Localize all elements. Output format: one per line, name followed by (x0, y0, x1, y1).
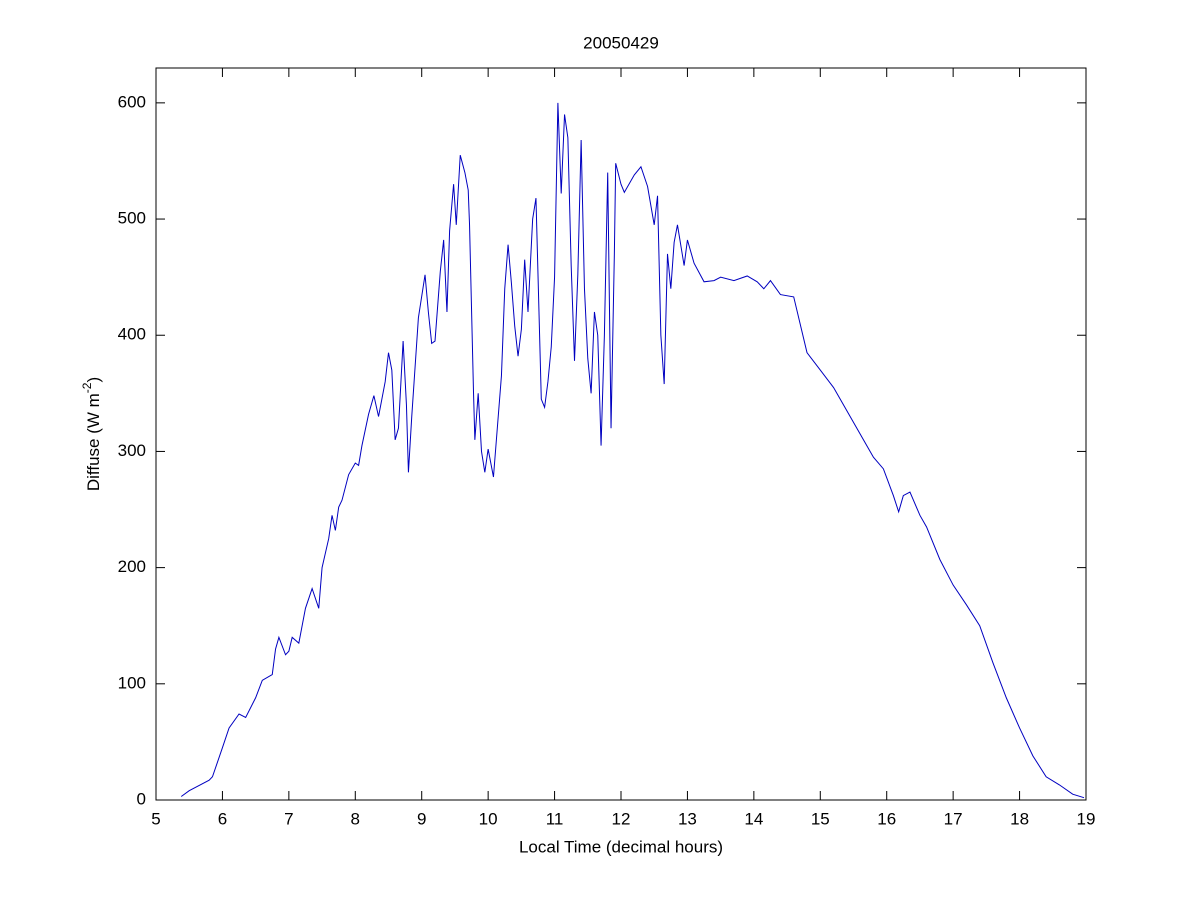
y-tick-label: 100 (118, 673, 146, 692)
y-tick-label: 300 (118, 441, 146, 460)
x-tick-label: 18 (1010, 809, 1029, 828)
x-tick-label: 19 (1077, 809, 1096, 828)
x-tick-label: 14 (744, 809, 763, 828)
x-tick-label: 5 (151, 809, 160, 828)
plot-box (155, 67, 1087, 801)
y-label-sup: -2 (80, 382, 94, 393)
x-tick-label: 17 (944, 809, 963, 828)
y-tick-label: 0 (137, 789, 146, 808)
x-tick-label: 11 (546, 809, 564, 828)
y-axis-label: Diffuse (W m-2) (80, 377, 103, 491)
data-line (180, 102, 1085, 799)
x-tick-label: 7 (284, 809, 293, 828)
x-tick-label: 12 (612, 809, 631, 828)
x-tick-label: 16 (877, 809, 896, 828)
x-axis-label: Local Time (decimal hours) (519, 837, 723, 856)
x-tick-label: 8 (351, 809, 360, 828)
x-tick-label: 9 (417, 809, 426, 828)
x-tick-label: 10 (479, 809, 498, 828)
x-tick-label: 15 (811, 809, 830, 828)
y-label-end: ) (84, 377, 103, 383)
y-label-text: Diffuse (W m (84, 393, 103, 491)
x-tick-label: 6 (218, 809, 227, 828)
y-tick-label: 400 (118, 325, 146, 344)
chart-title: 20050429 (583, 33, 659, 52)
y-tick-label: 500 (118, 209, 146, 228)
x-tick-label: 13 (678, 809, 697, 828)
y-tick-label: 200 (118, 557, 146, 576)
y-tick-label: 600 (118, 92, 146, 111)
